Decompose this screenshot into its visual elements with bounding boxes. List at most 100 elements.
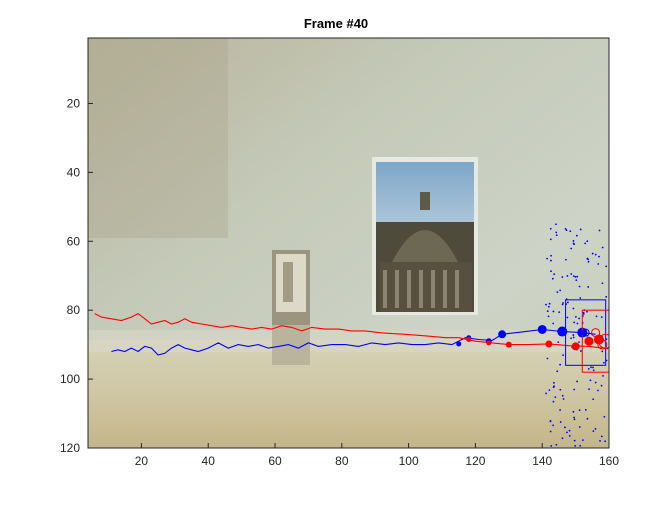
particle-dot	[565, 258, 567, 261]
particle-dot	[592, 430, 595, 433]
particle-dot	[587, 368, 590, 370]
particle-dot	[578, 426, 581, 428]
particle-dot	[547, 305, 550, 308]
particle-dot	[586, 257, 589, 260]
particle-dot	[552, 400, 555, 403]
particle-dot	[595, 315, 598, 318]
particle-dot	[591, 252, 594, 255]
track-marker	[557, 326, 568, 337]
particle-dot	[566, 301, 569, 304]
track-marker	[466, 336, 472, 342]
tracking-overlay	[94, 223, 609, 447]
particle-dot	[581, 439, 584, 442]
x-tick-label: 40	[202, 454, 216, 468]
y-axis: 20 40 60 80 100 120	[60, 96, 93, 455]
particle-dot	[557, 341, 560, 344]
particle-dot	[562, 302, 564, 304]
particle-dot	[587, 286, 590, 288]
poster	[372, 157, 478, 315]
particle-dot	[601, 246, 604, 249]
particle-dot	[598, 255, 600, 258]
y-tick-label: 100	[60, 372, 80, 386]
video-frame-image	[88, 38, 609, 448]
particle-dot	[572, 307, 575, 310]
particle-dot	[594, 253, 597, 256]
box-object	[272, 250, 310, 365]
particle-dot	[553, 273, 556, 276]
particle-dot	[575, 234, 578, 237]
particle-dot	[573, 416, 575, 419]
axes-box	[87, 37, 610, 449]
particle-dot	[566, 431, 568, 434]
particle-dot	[586, 417, 589, 420]
particle-dot	[601, 282, 604, 285]
particle-dot	[549, 430, 552, 433]
particle-dot	[555, 231, 558, 234]
particle-dot	[547, 315, 550, 318]
particle-dot	[578, 317, 580, 320]
particle-dot	[550, 254, 552, 257]
y-tick-label: 120	[60, 441, 80, 455]
particle-dot	[545, 303, 547, 306]
particle-dot	[545, 392, 547, 395]
particle-dot	[599, 440, 601, 442]
particle-dot	[572, 334, 575, 336]
particle-dot	[600, 384, 603, 387]
particle-dot	[553, 381, 555, 384]
particle-dot	[570, 247, 573, 250]
plot-title: Frame #40	[303, 16, 369, 31]
particle-dot	[550, 444, 553, 447]
particle-dot	[559, 409, 562, 411]
particle-dot	[600, 435, 603, 438]
track-marker	[537, 324, 547, 334]
particle-dot	[555, 443, 558, 446]
particle-dot	[552, 322, 555, 325]
x-tick-label: 60	[268, 454, 282, 468]
particle-dot	[605, 265, 608, 268]
track-marker	[571, 342, 580, 351]
particle-dot	[564, 426, 566, 429]
particle-dot	[566, 275, 569, 277]
particle-dot	[553, 385, 555, 388]
x-tick-label: 120	[465, 454, 485, 468]
particle-dot	[579, 297, 582, 299]
particle-dot	[592, 366, 594, 369]
particle-dot	[548, 389, 551, 392]
particle-dot	[594, 428, 597, 430]
particle-dot	[584, 408, 587, 411]
particle-dot	[568, 429, 571, 432]
particle-dot	[574, 276, 577, 278]
particle-dot	[568, 435, 571, 437]
particle-dot	[548, 302, 551, 305]
particle-dot	[592, 369, 595, 372]
track-marker	[486, 340, 492, 346]
particle-dot	[562, 354, 564, 357]
track-marker	[584, 336, 594, 346]
particle-dot	[576, 322, 579, 325]
track-circle	[591, 328, 601, 338]
particle-dot	[602, 374, 604, 377]
particle-dot	[573, 439, 576, 442]
particle-dot	[597, 389, 599, 392]
particle-dot	[565, 229, 568, 232]
particle-dot	[570, 337, 572, 340]
particle-dot	[586, 240, 589, 243]
track-marker	[505, 341, 512, 348]
particle-dot	[559, 363, 562, 366]
particle-dot	[579, 228, 582, 231]
particle-dot	[555, 223, 557, 226]
particle-dot	[588, 388, 590, 391]
track-marker	[498, 330, 507, 339]
particle-dot	[564, 227, 567, 230]
particle-dot	[572, 240, 575, 242]
particle-dot	[574, 316, 577, 318]
particle-dot	[573, 388, 576, 391]
particle-dot	[559, 289, 562, 292]
x-tick-label: 20	[135, 454, 149, 468]
track-circle	[581, 328, 590, 337]
y-tick-label: 40	[67, 165, 81, 179]
particle-dot	[572, 242, 575, 245]
track-marker	[456, 341, 462, 347]
particle-dot	[561, 437, 564, 440]
